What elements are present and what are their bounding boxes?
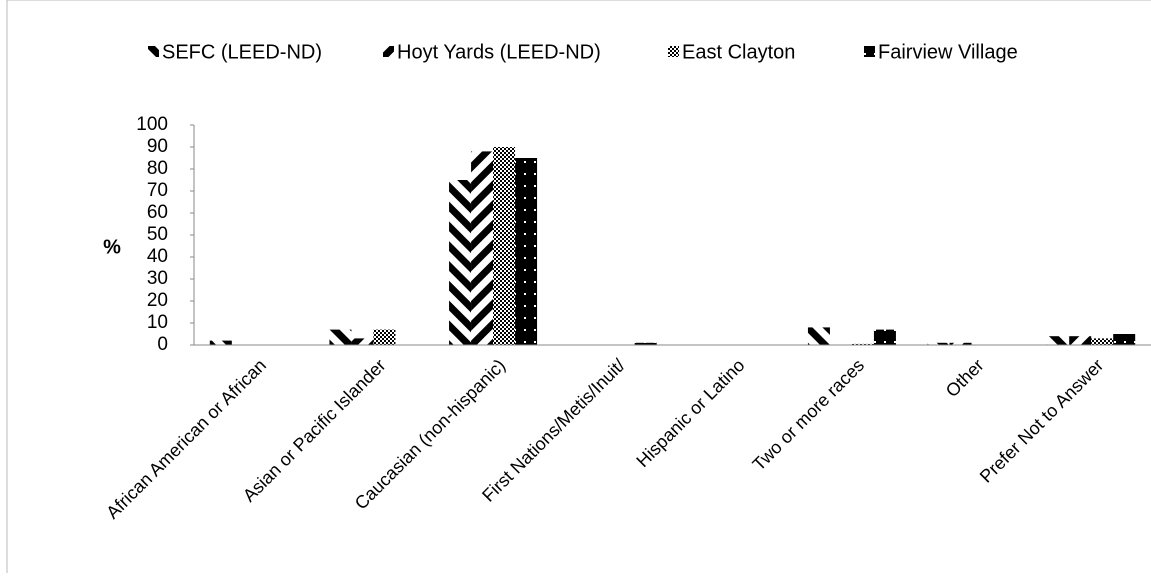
y-tick-label: 40 [147, 246, 168, 267]
bar [471, 151, 494, 345]
legend-label: Fairview Village [878, 41, 1018, 63]
legend-label: East Clayton [682, 41, 795, 63]
legend-label: Hoyt Yards (LEED-ND) [397, 41, 601, 63]
y-tick-label: 20 [147, 290, 168, 311]
x-tick-label: Two or more races [749, 355, 869, 475]
bar [373, 329, 396, 345]
bar [351, 338, 374, 345]
bar [1047, 336, 1070, 345]
legend-swatch [148, 46, 159, 57]
bar [634, 342, 657, 345]
bar [449, 180, 472, 345]
y-tick-label: 70 [147, 180, 168, 201]
chart-frame [6, 0, 1151, 578]
bar [1113, 334, 1136, 345]
bar [873, 329, 896, 345]
y-axis-label: % [103, 236, 121, 258]
bar [515, 158, 538, 345]
bar [209, 340, 232, 345]
legend-swatch [668, 46, 679, 57]
legend-swatch [864, 46, 875, 57]
bar [851, 343, 874, 345]
y-tick-label: 0 [157, 334, 168, 355]
y-tick-label: 90 [147, 136, 168, 157]
x-tick-label: Hispanic or Latino [632, 355, 748, 471]
y-tick-label: 100 [136, 114, 168, 135]
y-tick-label: 80 [147, 158, 168, 179]
y-tick-label: 10 [147, 312, 168, 333]
bar [1091, 338, 1114, 345]
bar [329, 329, 352, 345]
y-tick-label: 50 [147, 224, 168, 245]
x-tick-label: First Nations/Metis/Inuit/ [478, 355, 629, 506]
legend-label: SEFC (LEED-ND) [162, 41, 322, 63]
bar [807, 327, 830, 345]
bar [927, 342, 950, 345]
bar [949, 342, 972, 345]
y-tick-label: 60 [147, 202, 168, 223]
bar [493, 147, 516, 345]
y-tick-label: 30 [147, 268, 168, 289]
x-tick-label: Prefer Not to Answer [976, 355, 1108, 487]
bar [1069, 336, 1092, 345]
legend-swatch [383, 46, 394, 57]
x-tick-label: Other [942, 355, 988, 401]
